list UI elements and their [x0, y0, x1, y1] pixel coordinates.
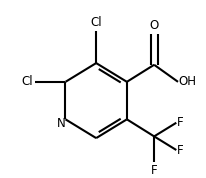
Text: F: F — [151, 164, 157, 177]
Text: O: O — [150, 19, 159, 32]
Text: Cl: Cl — [21, 75, 33, 88]
Text: N: N — [57, 117, 66, 130]
Text: Cl: Cl — [90, 16, 102, 29]
Text: OH: OH — [179, 75, 197, 88]
Text: F: F — [177, 116, 184, 129]
Text: F: F — [177, 143, 184, 156]
